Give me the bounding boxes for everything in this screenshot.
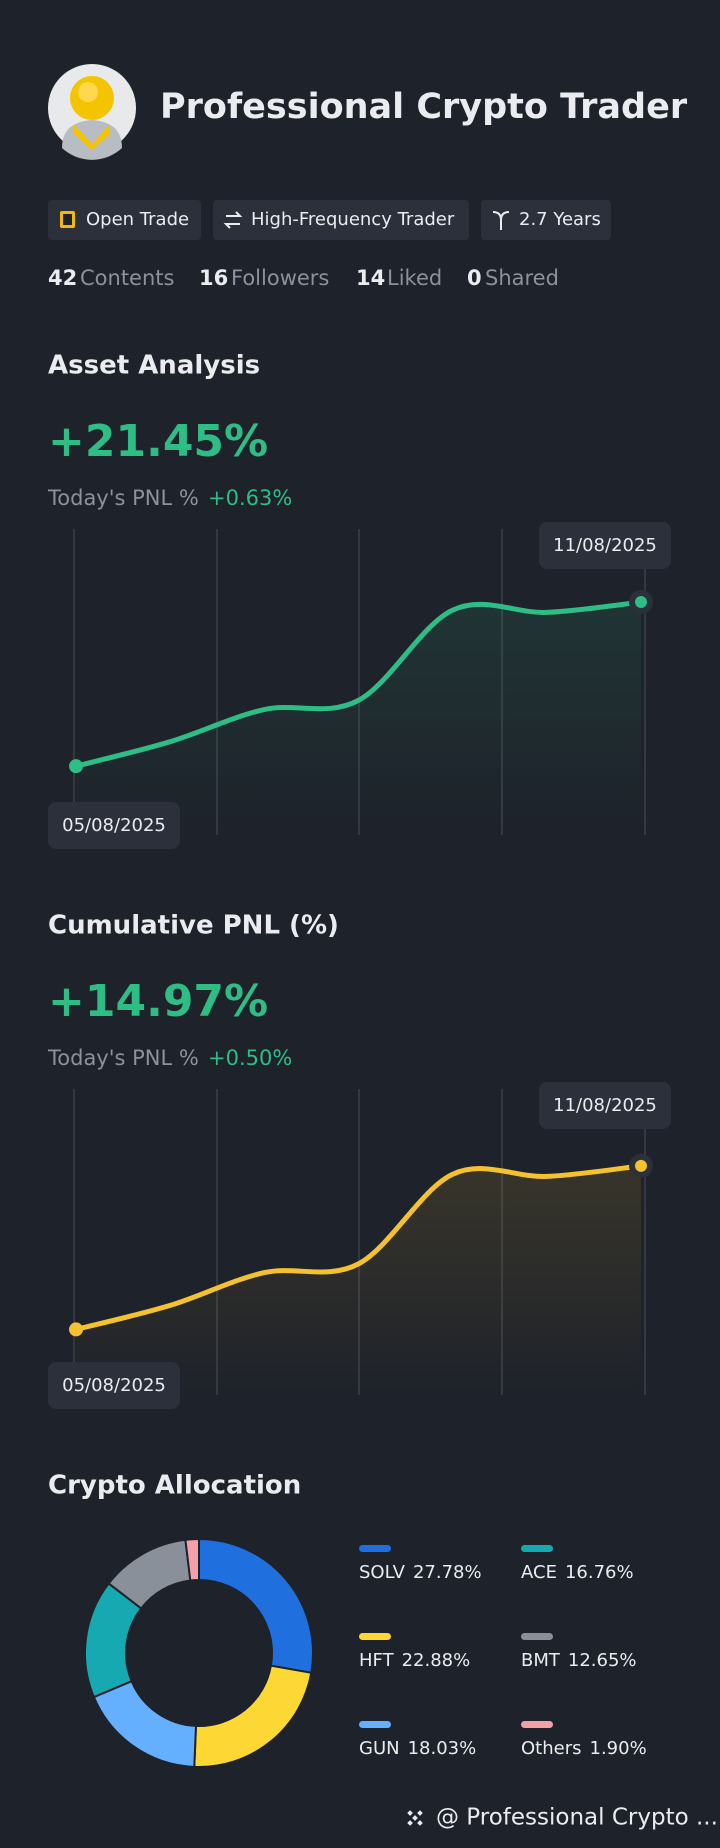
- icon-shape: [223, 211, 243, 229]
- legend-value: 12.65%: [568, 1650, 637, 1671]
- stat-count: 42: [48, 266, 77, 290]
- legend-value: 18.03%: [408, 1738, 477, 1759]
- legend-entry: HFT 22.88%: [359, 1650, 470, 1671]
- tag-chip: [481, 200, 611, 240]
- tag-label: Open Trade: [86, 209, 189, 230]
- legend-entry: SOLV 27.78%: [359, 1562, 482, 1583]
- legend-swatch: [359, 1721, 391, 1728]
- line: [73, 599, 644, 769]
- icon-shape: [492, 211, 510, 230]
- legend-value: 16.76%: [565, 1562, 634, 1583]
- line-area: [76, 1165, 641, 1395]
- legend-entry: Others 1.90%: [521, 1738, 647, 1759]
- legend-entry: GUN 18.03%: [359, 1738, 476, 1759]
- legend-value: 27.78%: [413, 1562, 482, 1583]
- stat-count: 0: [467, 266, 482, 290]
- pnl-value: +0.50%: [208, 1046, 292, 1070]
- legend-name: BMT: [521, 1650, 561, 1671]
- stat-label: Liked: [387, 266, 442, 290]
- legend-swatch: [521, 1633, 553, 1640]
- date-label: 05/08/2025: [62, 1375, 166, 1396]
- footer-handle: @ Professional Crypto ...: [436, 1805, 718, 1831]
- end-point: [635, 596, 647, 609]
- legend-value: 1.90%: [590, 1738, 647, 1759]
- line: [73, 1163, 644, 1332]
- headline-value: +14.97%: [48, 976, 268, 1027]
- legend-name: GUN: [359, 1738, 400, 1759]
- date-badge: [539, 522, 671, 569]
- legend-name: ACE: [521, 1562, 557, 1583]
- donut-segment: [184, 1537, 200, 1582]
- stat-count: 14: [356, 266, 385, 290]
- section-title: Crypto Allocation: [48, 1471, 301, 1501]
- legend-name: SOLV: [359, 1562, 406, 1583]
- donut-segment: [198, 1537, 314, 1674]
- date-badge: [539, 1082, 671, 1129]
- section-title: Cumulative PNL (%): [48, 911, 339, 941]
- tag-icon: [60, 211, 75, 228]
- legend-swatch: [359, 1545, 391, 1552]
- logo-part: [412, 1815, 418, 1821]
- stat-label: Followers: [231, 266, 329, 290]
- tag-icon: [223, 211, 243, 229]
- line-area: [76, 602, 641, 835]
- pnl-value: +0.63%: [208, 486, 292, 510]
- legend-entry: ACE 16.76%: [521, 1562, 634, 1583]
- stat-label: Shared: [485, 266, 559, 290]
- icon-shape: [63, 214, 72, 225]
- start-point: [69, 759, 83, 774]
- legend-entry: BMT 12.65%: [521, 1650, 637, 1671]
- legend-swatch: [521, 1721, 553, 1728]
- tag-chip: [48, 200, 201, 240]
- date-label: 11/08/2025: [553, 535, 657, 556]
- legend-value: 22.88%: [402, 1650, 471, 1671]
- legend-swatch: [521, 1545, 553, 1552]
- stat-label: Contents: [80, 266, 174, 290]
- headline-value: +21.45%: [48, 416, 268, 467]
- section-title: Asset Analysis: [48, 351, 260, 381]
- tag-chip: [213, 200, 469, 240]
- pnl-label: Today's PNL %: [47, 1046, 199, 1070]
- pnl-label: Today's PNL %: [47, 486, 199, 510]
- date-label: 11/08/2025: [553, 1095, 657, 1116]
- tag-icon: [492, 211, 510, 230]
- end-point: [635, 1159, 647, 1172]
- tag-label: High-Frequency Trader: [251, 209, 455, 230]
- avatar: [48, 64, 136, 160]
- profile-name: Professional Crypto Trader: [160, 87, 688, 127]
- date-badge: [48, 1362, 180, 1409]
- legend-swatch: [359, 1633, 391, 1640]
- legend-name: HFT: [359, 1650, 395, 1671]
- tag-label: 2.7 Years: [519, 209, 601, 230]
- date-badge: [48, 802, 180, 849]
- stat-count: 16: [199, 266, 228, 290]
- legend-name: Others: [521, 1738, 582, 1759]
- date-label: 05/08/2025: [62, 815, 166, 836]
- start-point: [69, 1322, 83, 1337]
